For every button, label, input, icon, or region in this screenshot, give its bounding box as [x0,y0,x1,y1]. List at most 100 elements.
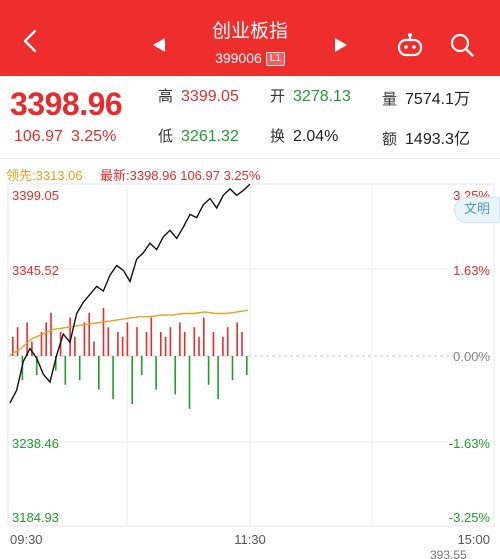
volume-bar [126,322,129,356]
change-percent: 3.25% [70,128,117,145]
volume-bar [16,327,19,356]
stat-volume: 量 7574.1万 [382,85,470,109]
volume-bar [102,308,105,356]
leader-series-line [9,309,249,356]
volume-bar [231,356,234,380]
index-code-value: 399006 [215,50,262,66]
left-tick-bottom: 3184.93 [12,510,59,525]
current-price: 3398.96 [10,86,123,122]
volume-bar [246,356,248,376]
volume-bar [179,322,181,356]
civility-button[interactable]: 文明 [454,197,500,223]
volume-bar [64,356,67,385]
volume-value: 7574.1万 [405,91,470,108]
volume-bar [50,312,52,356]
index-title: 创业板指 [211,20,288,42]
volume-bar [241,332,243,356]
right-tick-zero: 0.00% [453,349,490,364]
right-tick-bottom: -3.25% [449,510,491,525]
high-value: 3399.05 [181,88,239,105]
volume-bar [164,336,167,356]
volume-bar [236,322,238,356]
turnover-value: 2.04% [293,128,339,145]
volume-bar [140,356,143,376]
chart-legend: 领先:3313.06 最新:3398.96 106.97 3.25% [0,158,500,184]
volume-bar [26,322,28,356]
volume-bar [160,332,162,356]
right-tick-lower: -1.63% [449,436,491,451]
volume-bar [155,356,157,390]
volume-bar [31,341,33,356]
latest-legend: 最新:3398.96 106.97 3.25% [100,168,261,183]
next-stock-icon[interactable] [334,37,348,53]
prev-stock-icon[interactable] [152,37,166,53]
volume-bar [136,327,138,356]
volume-bar [40,332,43,356]
volume-bar [188,356,191,409]
volume-bar [222,336,224,356]
robot-icon[interactable] [396,32,424,58]
chart-frame [7,183,495,527]
volume-bar [35,356,38,376]
stat-open: 开 3278.13 [270,85,351,106]
amount-label: 额 [382,130,398,148]
volume-bar [145,332,148,356]
low-label: 低 [158,127,174,145]
volume-bar [131,356,133,404]
change-value: 106.97 [14,128,63,145]
open-label: 开 [270,87,286,105]
volume-bar [183,332,186,356]
volume-bar [169,327,172,356]
volume-bar [117,332,119,356]
leader-legend: 领先:3313.06 [6,168,83,183]
right-tick-upper: 1.63% [453,263,490,278]
stat-turnover: 换 2.04% [270,125,338,146]
volume-bar [150,317,153,356]
turnover-label: 换 [270,127,286,145]
volume-bar [198,336,200,356]
stat-amount: 额 1493.3亿 [382,125,470,149]
volume-bars [12,308,248,409]
low-value: 3261.32 [181,128,239,145]
index-code: 399006 L1 [0,50,500,66]
intraday-chart[interactable]: 3399.05 3345.52 3238.46 3184.93 3.25% 1.… [0,182,500,559]
volume-bar [203,317,205,356]
volume-bar [93,341,95,356]
volume-bar [174,356,176,395]
volume-bar [83,322,86,356]
volume-bar [193,327,196,356]
price-series-line [9,183,251,404]
volume-bar [107,327,110,356]
volume-bar [212,332,215,356]
volume-bar [217,356,219,400]
bottom-partial-value: 393.55 [430,548,467,559]
level-badge: L1 [265,52,285,66]
left-tick-upper: 3345.52 [12,263,59,278]
left-tick-lower: 3238.46 [12,436,59,451]
volume-bar [78,356,81,380]
volume-bar [69,317,71,356]
volume-bar [74,336,76,356]
volume-bar [121,336,124,356]
price-change: 106.97 3.25% [14,128,116,146]
volume-bar [88,312,90,356]
time-tick-close: 15:00 [457,532,490,547]
high-label: 高 [158,87,174,105]
volume-bar [12,336,14,356]
time-tick-open: 09:30 [10,532,43,547]
volume-bar [112,356,114,400]
open-value: 3278.13 [293,88,351,105]
left-tick-top: 3399.05 [12,188,59,203]
volume-bar [45,322,47,356]
volume-bar [207,356,210,385]
amount-value: 1493.3亿 [405,131,470,148]
stat-low: 低 3261.32 [158,125,239,146]
volume-bar [226,327,229,356]
stat-high: 高 3399.05 [158,85,239,106]
back-icon[interactable] [18,28,44,54]
volume-label: 量 [382,90,398,108]
search-icon[interactable] [449,32,475,58]
volume-bar [55,356,57,371]
volume-bar [98,356,100,390]
